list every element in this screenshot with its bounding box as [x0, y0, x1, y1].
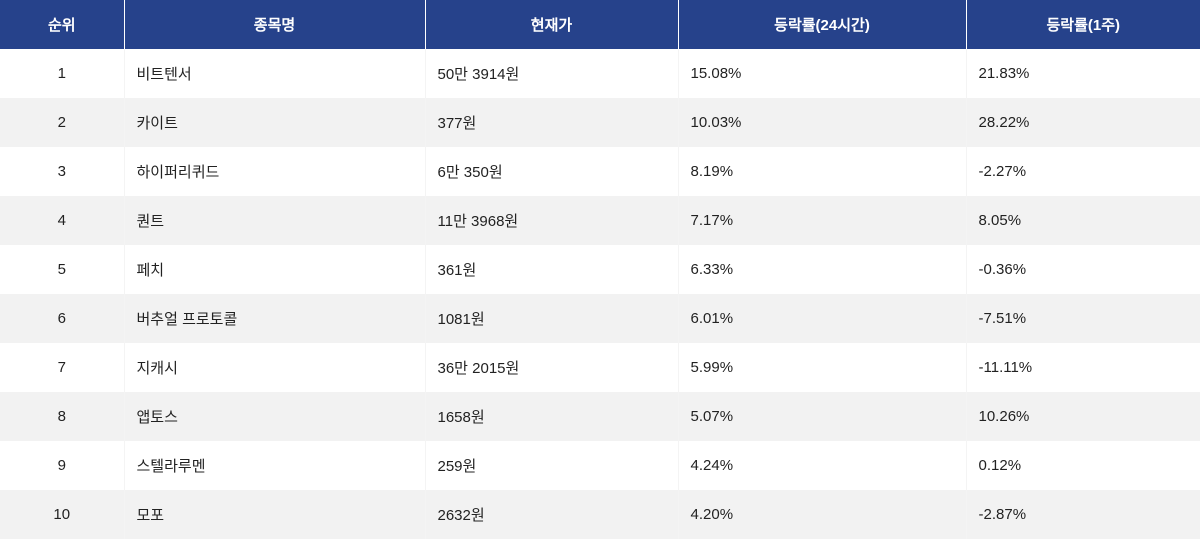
- change-1w-cell: 8.05%: [966, 196, 1200, 245]
- price-cell: 259원: [425, 441, 679, 490]
- name-cell: 앱토스: [124, 392, 426, 441]
- change-1w-cell: 28.22%: [966, 98, 1200, 147]
- price-cell: 36만 2015원: [425, 343, 679, 392]
- name-cell: 모포: [124, 490, 426, 539]
- rank-cell: 4: [0, 196, 125, 245]
- price-cell: 6만 350원: [425, 147, 679, 196]
- change-1w-cell: -2.27%: [978, 163, 1027, 180]
- price-cell: 1658원: [425, 392, 679, 441]
- change-24h-cell: 6.01%: [678, 294, 967, 343]
- header-price: 현재가: [425, 0, 679, 49]
- rank-cell: 6: [0, 294, 125, 343]
- change-24h-cell: 6.33%: [678, 245, 967, 294]
- name-cell: 페치: [124, 245, 426, 294]
- rank-cell: 7: [0, 343, 125, 392]
- rank-cell: 1: [0, 49, 125, 98]
- table-row: 8 앱토스 1658원 5.07% 10.26%: [0, 392, 1200, 441]
- rank-cell: 2: [0, 98, 125, 147]
- rank-cell: 5: [0, 245, 125, 294]
- rank-cell: 3: [0, 147, 125, 196]
- name-cell: 버추얼 프로토콜: [124, 294, 426, 343]
- table-row: 4 퀀트 11만 3968원 7.17% 8.05%: [0, 196, 1200, 245]
- change-1w-cell: -2.87%: [966, 490, 1200, 539]
- change-24h-cell: 8.19%: [678, 147, 967, 196]
- table-row: 7 지캐시 36만 2015원 5.99% -11.11%: [0, 343, 1200, 392]
- change-1w-cell: 0.12%: [978, 457, 1022, 474]
- name-cell: 하이퍼리퀴드: [124, 147, 426, 196]
- table-row: 9 스텔라루멘 259원 4.24% 0.12%: [0, 441, 1200, 490]
- table-row: 6 버추얼 프로토콜 1081원 6.01% -7.51%: [0, 294, 1200, 343]
- name-cell: 카이트: [124, 98, 426, 147]
- change-1w-cell: 21.83%: [978, 65, 1030, 82]
- price-cell: 361원: [425, 245, 679, 294]
- header-change-24h: 등락률(24시간): [678, 0, 967, 49]
- table-row: 5 페치 361원 6.33% -0.36%: [0, 245, 1200, 294]
- table-row: 1 비트텐서 50만 3914원 15.08% 21.83%: [0, 49, 1200, 98]
- header-name: 종목명: [124, 0, 426, 49]
- name-cell: 비트텐서: [124, 49, 426, 98]
- rank-cell: 10: [0, 490, 125, 539]
- rank-cell: 9: [0, 441, 125, 490]
- price-cell: 2632원: [425, 490, 679, 539]
- change-24h-cell: 15.08%: [678, 49, 967, 98]
- change-24h-cell: 7.17%: [678, 196, 967, 245]
- name-cell: 지캐시: [124, 343, 426, 392]
- table-row: 3 하이퍼리퀴드 6만 350원 8.19% -2.27%: [0, 147, 1200, 196]
- name-cell: 스텔라루멘: [124, 441, 426, 490]
- price-cell: 377원: [425, 98, 679, 147]
- table-header-row: 순위 종목명 현재가 등락률(24시간) 등락률(1주): [0, 0, 1200, 49]
- header-change-1w: 등락률(1주): [966, 0, 1200, 49]
- header-rank: 순위: [0, 0, 125, 49]
- name-cell: 퀀트: [124, 196, 426, 245]
- price-cell: 50만 3914원: [425, 49, 679, 98]
- table-row: 10 모포 2632원 4.20% -2.87%: [0, 490, 1200, 539]
- change-24h-cell: 5.99%: [678, 343, 967, 392]
- price-cell: 1081원: [425, 294, 679, 343]
- rank-cell: 8: [0, 392, 125, 441]
- change-24h-cell: 5.07%: [678, 392, 967, 441]
- price-cell: 11만 3968원: [425, 196, 679, 245]
- table-row: 2 카이트 377원 10.03% 28.22%: [0, 98, 1200, 147]
- change-24h-cell: 10.03%: [678, 98, 967, 147]
- change-24h-cell: 4.24%: [678, 441, 967, 490]
- change-1w-cell: -7.51%: [966, 294, 1200, 343]
- change-24h-cell: 4.20%: [678, 490, 967, 539]
- change-1w-cell: 10.26%: [966, 392, 1200, 441]
- change-1w-cell: -11.11%: [978, 359, 1033, 376]
- change-1w-cell: -0.36%: [978, 261, 1027, 278]
